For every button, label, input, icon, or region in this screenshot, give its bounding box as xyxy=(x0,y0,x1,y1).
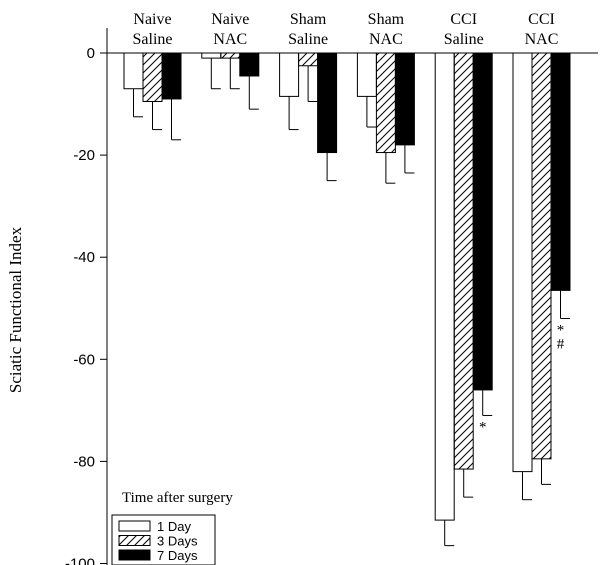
legend-label: 7 Days xyxy=(157,548,198,563)
category-label: Sham xyxy=(368,11,405,28)
bar xyxy=(317,52,338,154)
category-label: Naive xyxy=(133,11,171,28)
bar xyxy=(434,52,455,521)
bar xyxy=(550,52,571,291)
bar xyxy=(161,52,182,100)
y-tick-label: -60 xyxy=(73,351,95,368)
legend-label: 1 Day xyxy=(157,519,191,534)
significance-marker: # xyxy=(557,336,565,352)
bar xyxy=(356,52,377,97)
bar xyxy=(123,52,144,90)
category-label: Saline xyxy=(133,31,173,48)
category-label: Naive xyxy=(211,11,249,28)
category-label: Saline xyxy=(288,31,328,48)
y-tick-label: -100 xyxy=(65,556,95,565)
bar xyxy=(394,52,415,146)
bar xyxy=(298,52,319,67)
category-label: NAC xyxy=(213,31,247,48)
bars: **# xyxy=(123,52,571,547)
bar xyxy=(220,52,241,59)
y-tick-label: 0 xyxy=(87,45,95,62)
legend-title: Time after surgery xyxy=(122,490,233,506)
category-label: Sham xyxy=(290,11,327,28)
legend-swatch xyxy=(118,549,151,561)
y-tick-label: -80 xyxy=(73,453,95,470)
category-label: NAC xyxy=(369,31,403,48)
bar xyxy=(201,52,222,59)
bar xyxy=(375,52,396,154)
bar xyxy=(472,52,493,391)
legend-label: 3 Days xyxy=(157,534,198,549)
category-label: CCI xyxy=(528,11,555,28)
legend-swatch xyxy=(118,520,151,532)
bar xyxy=(142,52,163,102)
bar xyxy=(512,52,533,473)
legend-swatch xyxy=(118,535,151,546)
y-tick-label: -40 xyxy=(73,249,95,266)
significance-marker: * xyxy=(557,322,565,338)
category-label: CCI xyxy=(450,11,477,28)
bar xyxy=(239,52,260,77)
y-axis: 0 -20 -40 -60 -80 -100 xyxy=(65,28,598,565)
bar xyxy=(279,52,300,97)
y-tick-label: -20 xyxy=(73,147,95,164)
bar xyxy=(453,52,474,470)
y-axis-label: Sciatic Functional Index xyxy=(6,226,25,393)
bar xyxy=(531,52,552,460)
category-label: Saline xyxy=(444,31,484,48)
category-label: NAC xyxy=(525,31,559,48)
significance-marker: * xyxy=(479,419,487,435)
category-labels: Naive Saline Naive NAC Sham Saline Sham NAC CCI S… xyxy=(133,11,559,48)
